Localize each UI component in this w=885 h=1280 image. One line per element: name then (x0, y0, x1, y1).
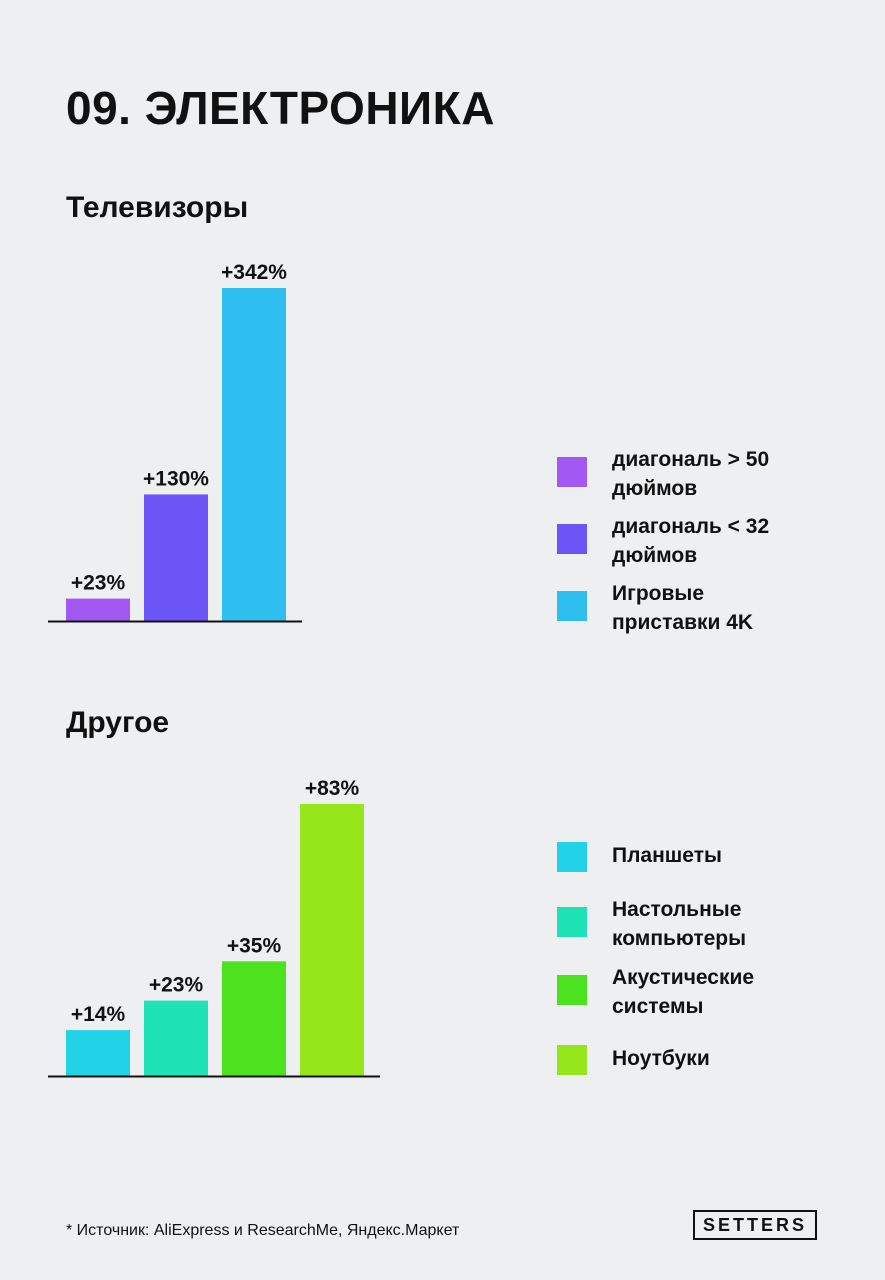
legend-label: Настольные компьютеры (612, 898, 747, 950)
legend-swatch (557, 591, 587, 621)
bar-1 (66, 1030, 130, 1076)
bar-3 (222, 288, 286, 621)
legend-swatch (557, 1045, 587, 1075)
bar-value-label: +130% (143, 467, 209, 490)
bar-value-label: +35% (227, 934, 282, 957)
legend-label: Ноутбуки (612, 1047, 710, 1070)
legend-label: диагональ > 50 дюймов (612, 448, 770, 500)
legend-label: диагональ < 32 дюймов (612, 515, 770, 567)
source-footnote: * Источник: AliExpress и ResearchMe, Янд… (66, 1222, 460, 1239)
tv-section-title: Телевизоры (66, 191, 249, 224)
bar-value-label: +14% (71, 1003, 126, 1026)
bar-value-label: +23% (71, 572, 126, 595)
legend-swatch (557, 457, 587, 487)
legend-swatch (557, 842, 587, 872)
page-title: 09. ЭЛЕКТРОНИКА (66, 82, 495, 134)
bar-2 (144, 494, 208, 621)
legend-swatch (557, 524, 587, 554)
other-section-title: Другое (66, 706, 170, 739)
legend-label: Планшеты (612, 844, 722, 867)
legend-swatch (557, 907, 587, 937)
bar-1 (66, 598, 130, 621)
legend-label: Игровые приставки 4K (612, 582, 754, 634)
bar-2 (144, 1000, 208, 1076)
bar-3 (222, 961, 286, 1076)
setters-logo: SETTERS (693, 1210, 817, 1240)
bar-4 (300, 804, 364, 1076)
bar-value-label: +23% (149, 974, 204, 997)
bar-value-label: +342% (221, 261, 287, 284)
legend-label: Акустические системы (612, 966, 755, 1018)
legend-swatch (557, 975, 587, 1005)
bar-value-label: +83% (305, 777, 360, 800)
